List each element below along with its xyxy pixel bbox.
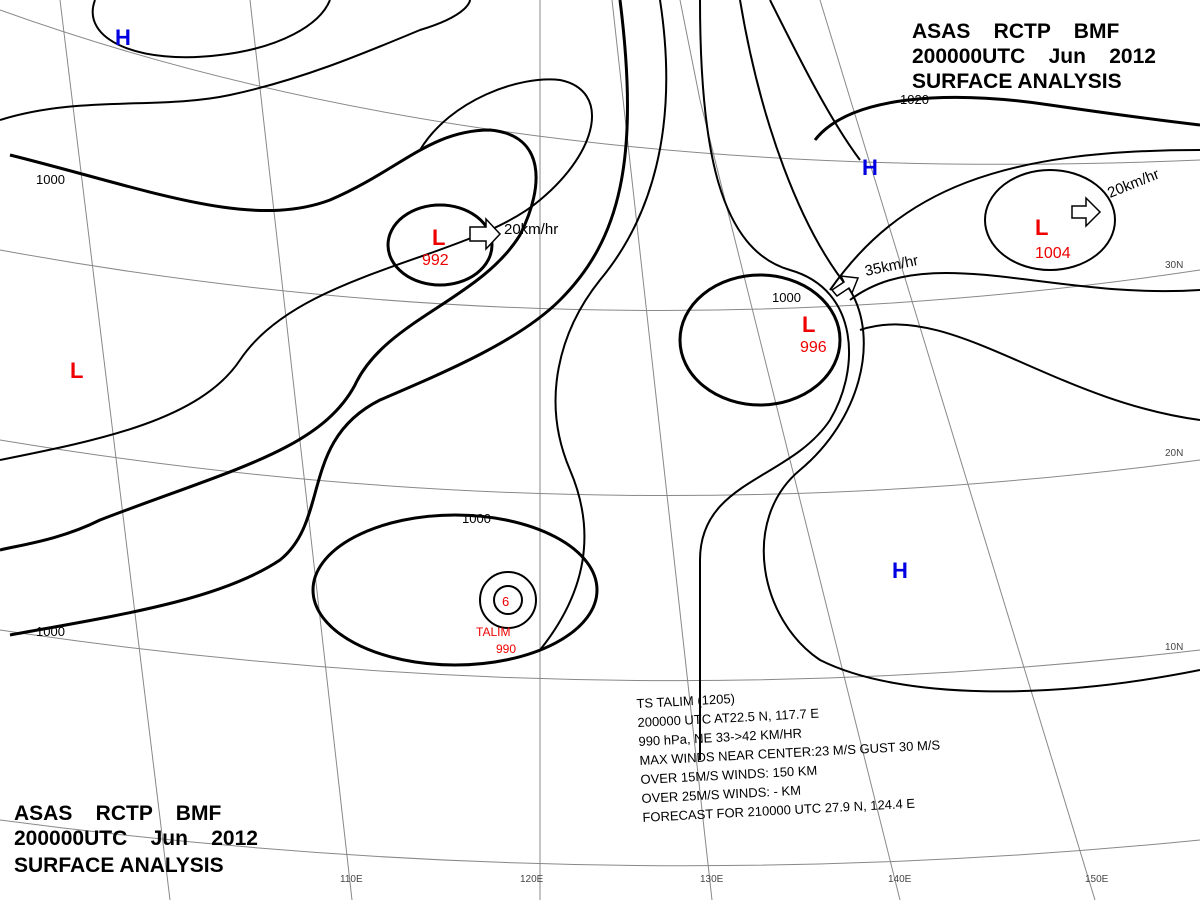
high-symbol: H [862, 155, 878, 180]
header-line: SURFACE ANALYSIS [14, 854, 224, 877]
motion-arrow [469, 217, 502, 251]
isobar [9, 0, 629, 637]
isobar [0, 0, 471, 121]
storm-name: TALIM [476, 625, 510, 639]
header-line: ASAS RCTP BMF [912, 20, 1119, 43]
storm-info-line: TS TALIM (1205) [636, 691, 735, 711]
header-line: SURFACE ANALYSIS [912, 70, 1122, 93]
parallel [0, 249, 1200, 311]
meridian [249, 0, 353, 900]
lat-label: 30N [1165, 260, 1183, 271]
isobar-label: 1000 [772, 290, 801, 305]
low-pressure: 1004 [1035, 245, 1071, 262]
meridian [679, 0, 901, 900]
high-symbol: H [892, 558, 908, 583]
header-line: 200000UTC Jun 2012 [14, 827, 258, 850]
isobar [699, 0, 851, 760]
low-symbol: L [1035, 215, 1048, 240]
isobar-label: 1000 [36, 172, 65, 187]
isobar [849, 271, 1200, 301]
motion-label: 20km/hr [504, 221, 558, 238]
isobar [984, 169, 1116, 271]
isobar-label: 1000 [36, 624, 65, 639]
meridian [59, 0, 171, 900]
low-symbol: L [802, 312, 815, 337]
low-symbol: L [432, 225, 445, 250]
isobars [0, 0, 1200, 760]
low-pressure: 996 [800, 339, 827, 356]
isobar [813, 95, 1200, 141]
low-symbol: L [70, 358, 83, 383]
storm-pressure: 990 [496, 642, 516, 656]
isobar [479, 571, 537, 629]
low-pressure: 992 [422, 252, 449, 269]
motion-arrow [1071, 196, 1102, 228]
lat-label: 20N [1165, 448, 1183, 459]
header-line: 200000UTC Jun 2012 [912, 45, 1156, 68]
storm-symbol: 6 [502, 594, 509, 609]
isobar [829, 149, 1200, 291]
header-line: ASAS RCTP BMF [14, 802, 221, 825]
meridian [819, 0, 1096, 900]
parallel [0, 819, 1200, 867]
isobar [311, 513, 599, 667]
motion-arrows [469, 196, 1102, 297]
isobar-label: 1020 [900, 92, 929, 107]
isobar-label: 1000 [462, 511, 491, 526]
lon-label: 120E [520, 874, 544, 885]
parallel [0, 629, 1200, 682]
isobar [493, 585, 523, 615]
isobar [678, 273, 842, 407]
lon-label: 130E [700, 874, 724, 885]
lon-label: 110E [340, 874, 363, 885]
isobar [539, 0, 668, 651]
high-symbol: H [115, 25, 131, 50]
isobar [0, 78, 594, 461]
lat-label: 10N [1165, 642, 1183, 653]
parallel [0, 9, 1200, 165]
isobar [769, 0, 861, 161]
isobar [386, 203, 494, 287]
meridian [611, 0, 713, 900]
lon-label: 140E [888, 874, 912, 885]
parallel [0, 439, 1200, 497]
isobar [91, 0, 331, 59]
motion-arrow [830, 275, 860, 297]
lon-label: 150E [1085, 874, 1109, 885]
isobar [739, 0, 1200, 693]
isobar [0, 128, 538, 552]
isobar [859, 323, 1200, 421]
